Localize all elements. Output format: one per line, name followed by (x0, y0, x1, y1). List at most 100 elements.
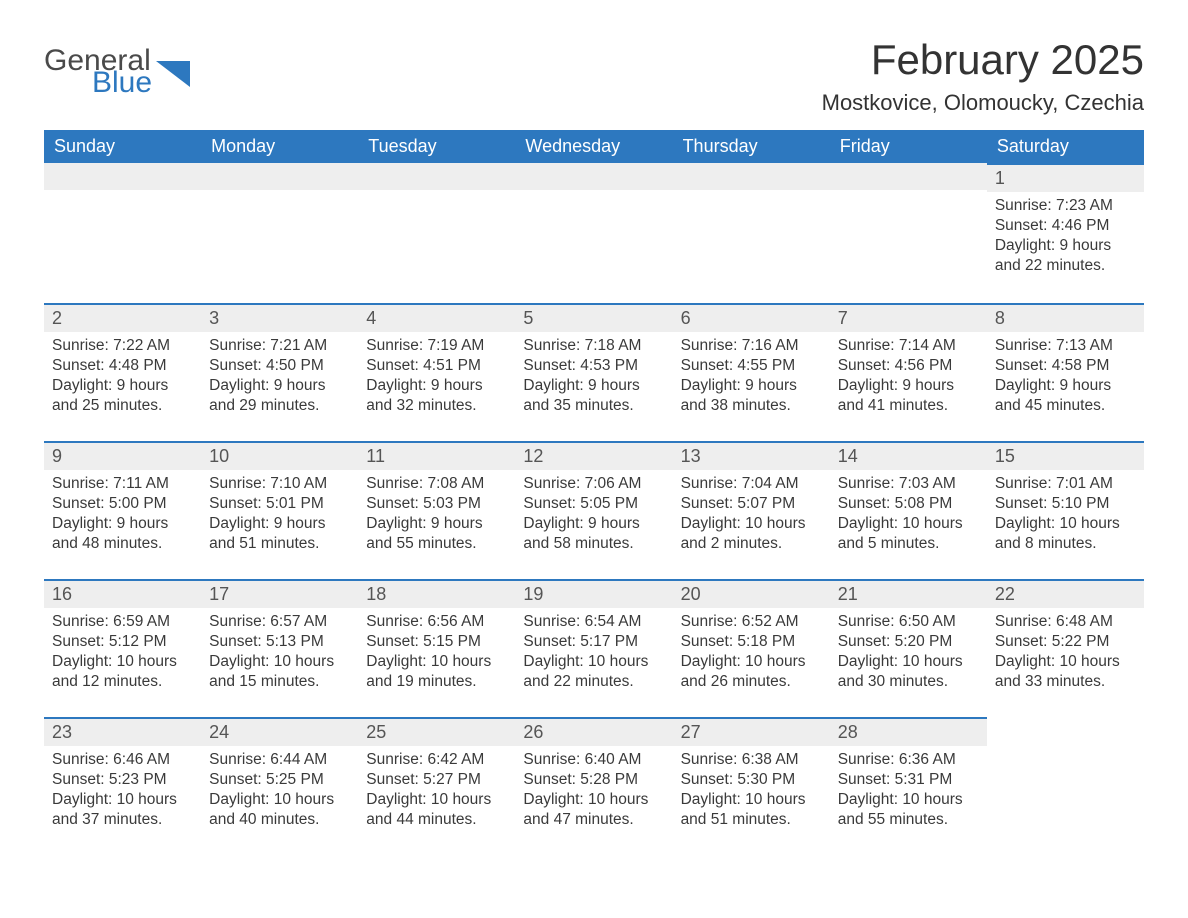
sunset-line: Sunset: 5:08 PM (838, 494, 979, 514)
day-number: 24 (201, 717, 358, 746)
calendar-cell: 23Sunrise: 6:46 AMSunset: 5:23 PMDayligh… (44, 717, 201, 855)
day-number: 12 (515, 441, 672, 470)
calendar-cell: 11Sunrise: 7:08 AMSunset: 5:03 PMDayligh… (358, 441, 515, 579)
sunrise-line: Sunrise: 7:04 AM (681, 474, 822, 494)
sunset-line: Sunset: 4:56 PM (838, 356, 979, 376)
daylight-line: Daylight: 10 hours and 33 minutes. (995, 652, 1136, 692)
daylight-line: Daylight: 9 hours and 51 minutes. (209, 514, 350, 554)
day-details: Sunrise: 7:23 AMSunset: 4:46 PMDaylight:… (987, 192, 1144, 281)
calendar-cell: 10 Sunrise: 7:10 AMSunset: 5:01 PMDayligh… (201, 441, 358, 579)
calendar-cell: 7Sunrise: 7:14 AMSunset: 4:56 PMDaylight… (830, 303, 987, 441)
sunrise-line: Sunrise: 6:38 AM (681, 750, 822, 770)
calendar-cell: 24Sunrise: 6:44 AMSunset: 5:25 PMDayligh… (201, 717, 358, 855)
calendar-cell: 9Sunrise: 7:11 AMSunset: 5:00 PMDaylight… (44, 441, 201, 579)
daylight-line: Daylight: 9 hours and 58 minutes. (523, 514, 664, 554)
calendar-cell: 6Sunrise: 7:16 AMSunset: 4:55 PMDaylight… (673, 303, 830, 441)
day-details: Sunrise: 6:50 AMSunset: 5:20 PMDaylight:… (830, 608, 987, 697)
calendar-cell: 22Sunrise: 6:48 AMSunset: 5:22 PMDayligh… (987, 579, 1144, 717)
calendar-cell: 28Sunrise: 6:36 AMSunset: 5:31 PMDayligh… (830, 717, 987, 855)
calendar-cell: 5Sunrise: 7:18 AMSunset: 4:53 PMDaylight… (515, 303, 672, 441)
sunset-line: Sunset: 4:50 PM (209, 356, 350, 376)
sunset-line: Sunset: 5:23 PM (52, 770, 193, 790)
daylight-line: Daylight: 9 hours and 45 minutes. (995, 376, 1136, 416)
daylight-line: Daylight: 10 hours and 26 minutes. (681, 652, 822, 692)
location-subtitle: Mostkovice, Olomoucky, Czechia (822, 90, 1144, 116)
sunrise-line: Sunrise: 6:50 AM (838, 612, 979, 632)
sunset-line: Sunset: 5:30 PM (681, 770, 822, 790)
sunset-line: Sunset: 4:46 PM (995, 216, 1136, 236)
calendar-cell: 21Sunrise: 6:50 AMSunset: 5:20 PMDayligh… (830, 579, 987, 717)
day-details: Sunrise: 6:59 AMSunset: 5:12 PMDaylight:… (44, 608, 201, 697)
brand-word-2: Blue (92, 68, 152, 98)
day-number: 1 (987, 163, 1144, 192)
day-details: Sunrise: 7:19 AMSunset: 4:51 PMDaylight:… (358, 332, 515, 421)
daylight-line: Daylight: 10 hours and 19 minutes. (366, 652, 507, 692)
daylight-line: Daylight: 9 hours and 32 minutes. (366, 376, 507, 416)
weekday-header: Thursday (673, 130, 830, 163)
sunrise-line: Sunrise: 6:52 AM (681, 612, 822, 632)
sunrise-line: Sunrise: 6:36 AM (838, 750, 979, 770)
weekday-header: Friday (830, 130, 987, 163)
daylight-line: Daylight: 10 hours and 40 minutes. (209, 790, 350, 830)
day-details: Sunrise: 7:13 AMSunset: 4:58 PMDaylight:… (987, 332, 1144, 421)
sunrise-line: Sunrise: 7:22 AM (52, 336, 193, 356)
day-details: Sunrise: 6:38 AMSunset: 5:30 PMDaylight:… (673, 746, 830, 835)
sunset-line: Sunset: 5:13 PM (209, 632, 350, 652)
day-number: 10 (201, 441, 358, 470)
calendar-cell (515, 163, 672, 303)
day-details: Sunrise: 7:14 AMSunset: 4:56 PMDaylight:… (830, 332, 987, 421)
day-details: Sunrise: 6:46 AMSunset: 5:23 PMDaylight:… (44, 746, 201, 835)
sunset-line: Sunset: 5:22 PM (995, 632, 1136, 652)
calendar-cell: 27Sunrise: 6:38 AMSunset: 5:30 PMDayligh… (673, 717, 830, 855)
day-number: 11 (358, 441, 515, 470)
daylight-line: Daylight: 10 hours and 47 minutes. (523, 790, 664, 830)
day-number: 18 (358, 579, 515, 608)
sunrise-line: Sunrise: 6:59 AM (52, 612, 193, 632)
sunrise-line: Sunrise: 7:10 AM (209, 474, 350, 494)
day-details: Sunrise: 6:40 AMSunset: 5:28 PMDaylight:… (515, 746, 672, 835)
sunset-line: Sunset: 4:51 PM (366, 356, 507, 376)
sunrise-line: Sunrise: 7:06 AM (523, 474, 664, 494)
daylight-line: Daylight: 9 hours and 29 minutes. (209, 376, 350, 416)
sunrise-line: Sunrise: 7:16 AM (681, 336, 822, 356)
day-details: Sunrise: 7:04 AMSunset: 5:07 PMDaylight:… (673, 470, 830, 559)
sunrise-line: Sunrise: 7:11 AM (52, 474, 193, 494)
daylight-line: Daylight: 9 hours and 38 minutes. (681, 376, 822, 416)
weekday-header: Wednesday (515, 130, 672, 163)
sunset-line: Sunset: 5:15 PM (366, 632, 507, 652)
sunset-line: Sunset: 5:03 PM (366, 494, 507, 514)
day-details: Sunrise: 6:54 AMSunset: 5:17 PMDaylight:… (515, 608, 672, 697)
calendar-cell (673, 163, 830, 303)
daylight-line: Daylight: 10 hours and 44 minutes. (366, 790, 507, 830)
weekday-header: Tuesday (358, 130, 515, 163)
day-details: Sunrise: 6:52 AMSunset: 5:18 PMDaylight:… (673, 608, 830, 697)
day-number: 21 (830, 579, 987, 608)
sunset-line: Sunset: 5:05 PM (523, 494, 664, 514)
weekday-header: Sunday (44, 130, 201, 163)
weekday-header: Monday (201, 130, 358, 163)
day-number: 13 (673, 441, 830, 470)
sunset-line: Sunset: 5:17 PM (523, 632, 664, 652)
calendar-cell: 16Sunrise: 6:59 AMSunset: 5:12 PMDayligh… (44, 579, 201, 717)
calendar-cell: 17Sunrise: 6:57 AMSunset: 5:13 PMDayligh… (201, 579, 358, 717)
sunrise-line: Sunrise: 7:21 AM (209, 336, 350, 356)
day-details: Sunrise: 6:48 AMSunset: 5:22 PMDaylight:… (987, 608, 1144, 697)
daylight-line: Daylight: 10 hours and 51 minutes. (681, 790, 822, 830)
sunrise-line: Sunrise: 7:19 AM (366, 336, 507, 356)
calendar-cell: 14Sunrise: 7:03 AMSunset: 5:08 PMDayligh… (830, 441, 987, 579)
day-number: 15 (987, 441, 1144, 470)
empty-day-bar (201, 163, 358, 190)
day-number: 26 (515, 717, 672, 746)
calendar-cell: 4Sunrise: 7:19 AMSunset: 4:51 PMDaylight… (358, 303, 515, 441)
daylight-line: Daylight: 10 hours and 2 minutes. (681, 514, 822, 554)
day-number: 20 (673, 579, 830, 608)
day-details: Sunrise: 7:01 AMSunset: 5:10 PMDaylight:… (987, 470, 1144, 559)
day-details: Sunrise: 6:44 AMSunset: 5:25 PMDaylight:… (201, 746, 358, 835)
calendar-cell: 13Sunrise: 7:04 AMSunset: 5:07 PMDayligh… (673, 441, 830, 579)
sunset-line: Sunset: 5:01 PM (209, 494, 350, 514)
day-details: Sunrise: 6:36 AMSunset: 5:31 PMDaylight:… (830, 746, 987, 835)
calendar-cell (44, 163, 201, 303)
day-number: 14 (830, 441, 987, 470)
sunrise-line: Sunrise: 6:48 AM (995, 612, 1136, 632)
day-number: 5 (515, 303, 672, 332)
